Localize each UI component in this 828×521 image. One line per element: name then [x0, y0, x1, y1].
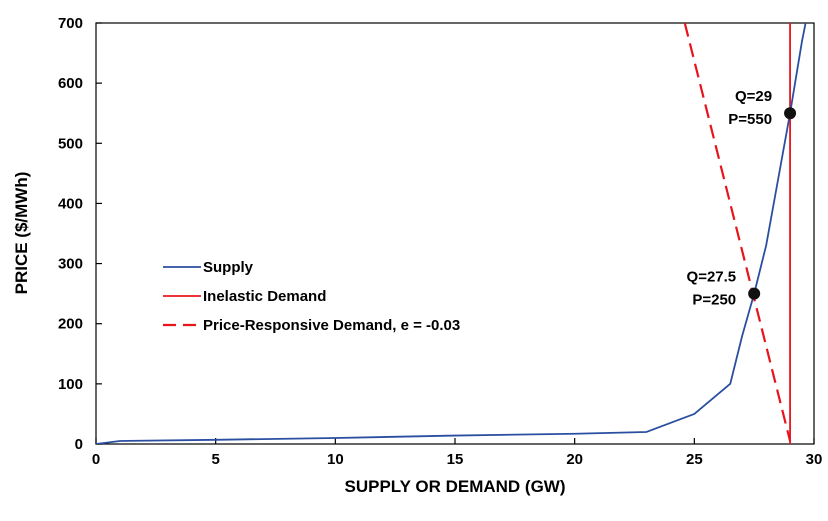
legend-label: Price-Responsive Demand, e = -0.03 [203, 317, 460, 334]
marker-label-p: P=550 [728, 111, 772, 128]
y-tick-label: 0 [75, 436, 83, 453]
legend: Supply Inelastic Demand Price-Responsive D… [163, 259, 460, 334]
y-tick-label: 400 [58, 195, 83, 212]
x-tick-label: 25 [686, 451, 703, 468]
plot-area-frame [95, 22, 815, 445]
x-tick-label: 0 [92, 451, 100, 468]
series-layer [96, 23, 807, 444]
marker-label-q: Q=27.5 [687, 269, 737, 286]
series-line-0 [96, 23, 807, 444]
y-tick-label: 500 [58, 135, 83, 152]
legend-label: Inelastic Demand [203, 288, 326, 305]
x-tick-label: 10 [327, 451, 344, 468]
x-axis-ticks: 0 5 10 15 20 25 30 [92, 438, 823, 468]
y-tick-label: 200 [58, 316, 83, 333]
marker-point [748, 287, 761, 300]
legend-label: Supply [203, 259, 254, 276]
marker-point [784, 107, 797, 120]
marker-layer: Q=27.5 P=250 Q=29 P=550 [687, 88, 797, 309]
x-axis-title: SUPPLY OR DEMAND (GW) [344, 477, 565, 496]
marker-label-q: Q=29 [735, 88, 772, 105]
series-lines [96, 23, 807, 444]
x-tick-label: 20 [566, 451, 583, 468]
marker-label-p: P=250 [692, 292, 736, 309]
series-line-2 [683, 23, 792, 442]
x-tick-label: 30 [806, 451, 823, 468]
y-axis-ticks: 0 100 200 300 400 500 600 700 [58, 15, 102, 453]
y-tick-label: 700 [58, 15, 83, 32]
y-tick-label: 600 [58, 75, 83, 92]
x-tick-label: 15 [447, 451, 464, 468]
y-axis-title: PRICE ($/MWh) [12, 172, 31, 295]
y-tick-label: 100 [58, 376, 83, 393]
x-tick-label: 5 [211, 451, 219, 468]
y-tick-label: 300 [58, 256, 83, 273]
